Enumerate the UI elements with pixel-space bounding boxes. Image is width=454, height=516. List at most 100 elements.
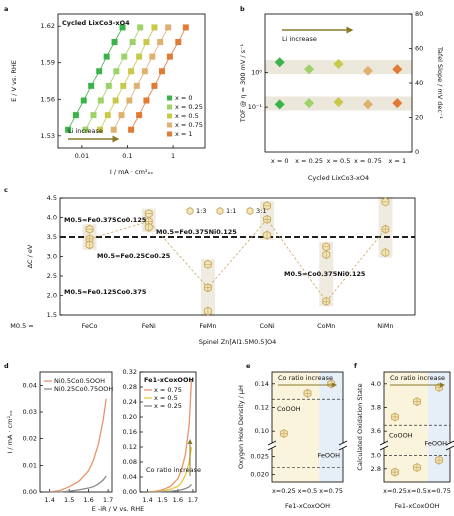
point xyxy=(362,65,373,76)
y-tick-label: 3.0 xyxy=(47,253,57,261)
legend-label: x = 0.75 xyxy=(175,121,203,129)
legend-label: x = 0.5 xyxy=(175,112,199,120)
x-tick-label: x = 0.25 xyxy=(295,157,323,165)
x-tick-label: FeMn xyxy=(199,322,216,330)
x-tick-label: x=0.25 xyxy=(272,487,296,495)
point xyxy=(128,126,135,133)
point xyxy=(157,39,164,46)
legend-label: x = 0.5 xyxy=(154,394,178,402)
axis-break xyxy=(341,443,345,449)
x-axis-label: Fe1-xCoxOOH xyxy=(395,502,440,510)
legend-swatch xyxy=(246,206,254,216)
legend-label: Ni0.25Co0.75OOH xyxy=(54,385,113,393)
point xyxy=(274,99,285,110)
y-axis-label: I / mA · cm²ₒₓ xyxy=(6,410,14,453)
annotation: M0.5=Fe0.25Co0.25 xyxy=(97,252,171,260)
y-tick-label: 0.01 xyxy=(23,461,37,469)
x-tick-label: 1 xyxy=(171,152,175,160)
point xyxy=(362,99,373,110)
panel-label: c xyxy=(4,186,8,194)
axis-break xyxy=(382,443,386,449)
x-tick-label: x=0.75 xyxy=(319,487,343,495)
y-tick-label: 0.32 xyxy=(123,368,137,376)
point xyxy=(392,64,403,75)
point xyxy=(105,82,112,89)
x-tick-label: 1.5 xyxy=(158,496,168,504)
point xyxy=(136,112,143,119)
x-tick-label: CoNi xyxy=(259,322,274,330)
y-axis-label: Oxygen Hole Density / μH xyxy=(237,385,245,469)
legend-label: x = 0.75 xyxy=(154,386,182,394)
range-band xyxy=(319,241,334,307)
point xyxy=(96,68,103,75)
panel-label: b xyxy=(240,5,245,13)
x-tick-label: x = 0.5 xyxy=(327,157,351,165)
x-axis-label: I / mA · cm²ₒₓ xyxy=(110,168,153,176)
y-axis-label: E / V vs. RHE xyxy=(10,60,18,102)
panel-label: d xyxy=(4,362,9,370)
y-tick-label: 1.62 xyxy=(41,22,55,30)
point xyxy=(72,112,79,119)
x-axis-label: Fe1-xCoxOOH xyxy=(285,502,330,510)
axis-break-mark xyxy=(445,440,454,451)
y-tick-label: 3.5 xyxy=(47,233,57,241)
reference-label: CoOOH xyxy=(277,405,301,413)
x-tick-label: 1.7 xyxy=(103,496,113,504)
background-region xyxy=(319,372,343,482)
y-tick-label: 1.59 xyxy=(41,59,55,67)
x-tick-label: 1.6 xyxy=(83,496,93,504)
y-tick-label: 0.00 xyxy=(123,488,137,496)
x-tick-label: x=0.25 xyxy=(383,487,407,495)
point xyxy=(143,39,150,46)
background-region xyxy=(428,372,450,482)
y-tick-label: 0.00 xyxy=(23,488,37,496)
y-tick-label: 0.04 xyxy=(23,381,37,389)
y-tick-label: 4.0 xyxy=(371,380,381,388)
x-tick-label: x=0.75 xyxy=(427,487,451,495)
y-tick-label: 2.8 xyxy=(371,465,381,473)
annotation: M0.5=Fe0.125Co0.375 xyxy=(64,288,147,296)
y-tick-label: 0.12 xyxy=(123,443,137,451)
point xyxy=(304,98,315,109)
y-tick-label: 3.0 xyxy=(371,452,381,460)
point xyxy=(133,82,140,89)
series-line xyxy=(49,398,107,493)
point xyxy=(118,112,125,119)
x-tick-label: 1.7 xyxy=(188,496,198,504)
point xyxy=(111,39,118,46)
point xyxy=(97,97,104,104)
arrow-label: Li increase xyxy=(282,35,317,43)
x-tick-label: x=0.5 xyxy=(407,487,427,495)
point xyxy=(110,126,117,133)
y-tick-label: 0.020 xyxy=(250,471,269,479)
axis-break-mark xyxy=(338,440,348,451)
y-tick-label: 10⁻¹ xyxy=(248,103,263,111)
plot-frame xyxy=(383,371,451,483)
y-tick-label: 1.53 xyxy=(41,132,55,140)
point xyxy=(90,112,97,119)
x-axis-label: Spinel Zn[Al1.5M0.5]O4 xyxy=(199,338,276,346)
x-tick-label: x = 1 xyxy=(389,157,407,165)
panel-label: f xyxy=(354,362,357,370)
reference-label: FeOOH xyxy=(317,451,340,459)
point xyxy=(165,24,172,31)
point xyxy=(126,97,133,104)
y-tick-label: 0.24 xyxy=(123,398,137,406)
point xyxy=(166,53,173,60)
y-tick-label: 4.0 xyxy=(47,214,57,222)
series-line xyxy=(89,218,386,303)
point xyxy=(151,24,158,31)
x-tick-label: x=0.5 xyxy=(298,487,318,495)
x-tick-label: 1.4 xyxy=(142,496,152,504)
point xyxy=(103,53,110,60)
legend-label: x = 0.25 xyxy=(175,103,203,111)
y-tick-label: 0.04 xyxy=(123,473,137,481)
legend-swatch xyxy=(167,122,172,128)
x-tick-label: FeNi xyxy=(142,322,156,330)
y-tick-label: 0.03 xyxy=(23,408,37,416)
point xyxy=(112,97,119,104)
series-line xyxy=(147,484,192,493)
point xyxy=(149,53,156,60)
y-tick-label: 2.5 xyxy=(47,272,57,280)
